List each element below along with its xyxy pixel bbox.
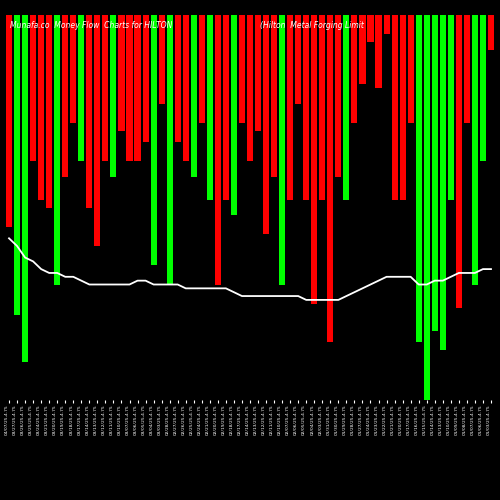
Bar [319,15,326,200]
Bar [231,15,237,215]
Bar [215,15,221,284]
Bar [46,15,52,208]
Bar [247,15,253,162]
Text: Munafa.co  Money Flow  Charts for HILTON: Munafa.co Money Flow Charts for HILTON [10,21,172,30]
Bar [86,15,92,208]
Bar [480,15,486,162]
Bar [392,15,398,200]
Bar [134,15,140,162]
Bar [456,15,462,308]
Bar [182,15,189,162]
Bar [6,15,12,227]
Bar [54,15,60,284]
Bar [102,15,108,162]
Bar [303,15,310,200]
Bar [14,15,20,316]
Bar [110,15,116,176]
Bar [352,15,358,123]
Bar [328,15,334,342]
Bar [118,15,124,130]
Bar [255,15,261,130]
Bar [440,15,446,350]
Bar [142,15,148,142]
Bar [360,15,366,84]
Bar [126,15,132,162]
Bar [30,15,36,162]
Bar [94,15,100,246]
Bar [344,15,349,200]
Bar [432,15,438,330]
Bar [239,15,245,123]
Bar [376,15,382,88]
Bar [424,15,430,400]
Bar [271,15,277,176]
Bar [472,15,478,284]
Bar [295,15,301,104]
Bar [207,15,213,200]
Bar [287,15,293,200]
Bar [400,15,406,200]
Bar [416,15,422,342]
Bar [190,15,197,176]
Text: (Hilton  Metal Forging Limit: (Hilton Metal Forging Limit [260,21,364,30]
Bar [166,15,172,284]
Bar [223,15,229,200]
Bar [336,15,342,176]
Bar [62,15,68,176]
Bar [158,15,164,104]
Bar [311,15,318,304]
Bar [384,15,390,34]
Bar [22,15,28,362]
Bar [448,15,454,200]
Bar [408,15,414,123]
Bar [279,15,285,284]
Bar [38,15,44,200]
Bar [488,15,494,50]
Bar [199,15,205,123]
Bar [464,15,470,123]
Bar [368,15,374,42]
Bar [150,15,156,265]
Bar [70,15,76,123]
Bar [78,15,84,162]
Bar [174,15,181,142]
Bar [263,15,269,234]
